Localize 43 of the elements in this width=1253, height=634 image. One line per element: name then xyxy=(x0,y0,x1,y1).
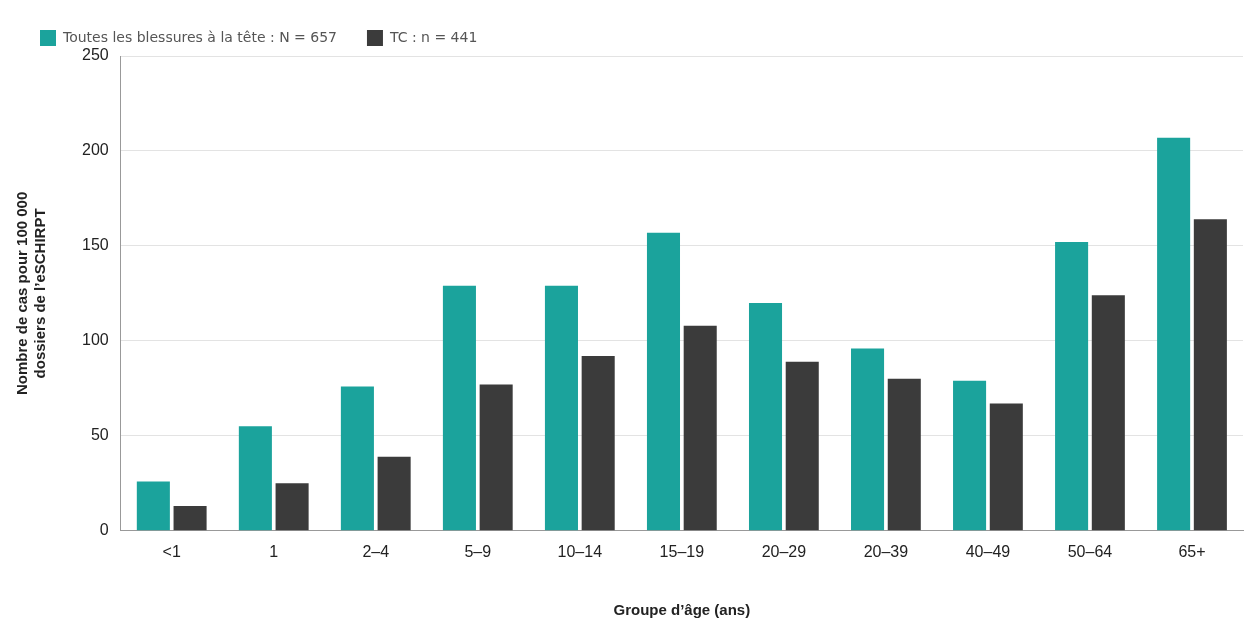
bar xyxy=(953,380,987,531)
bar xyxy=(683,325,717,531)
x-tick-label: 1 xyxy=(269,542,279,560)
bar xyxy=(785,361,819,531)
x-axis-title: Groupe d’âge (ans) xyxy=(613,601,751,619)
bar xyxy=(377,456,411,531)
bar xyxy=(851,348,885,531)
bar xyxy=(581,356,615,531)
bar xyxy=(646,232,681,531)
bar xyxy=(1055,242,1089,531)
x-tick-label: 2–4 xyxy=(362,542,390,560)
bar xyxy=(989,403,1023,531)
y-tick-label: 150 xyxy=(81,236,109,254)
bar xyxy=(748,302,783,531)
x-tick-label: 5–9 xyxy=(464,542,492,560)
legend-label: Toutes les blessures à la tête : N = 657 xyxy=(62,28,337,45)
x-tick-label: 15–19 xyxy=(659,542,705,560)
bar xyxy=(887,378,921,531)
legend-label: TC : n = 441 xyxy=(388,28,478,45)
x-tick-label: 50–64 xyxy=(1067,542,1113,560)
y-tick-label: 0 xyxy=(99,521,109,539)
x-tick-label: 10–14 xyxy=(557,542,603,560)
bar xyxy=(340,386,374,531)
x-tick-label: 65+ xyxy=(1178,542,1206,560)
y-tick-label: 250 xyxy=(81,46,109,64)
y-tick-label: 200 xyxy=(81,141,109,159)
bar xyxy=(1193,219,1227,531)
bar xyxy=(1157,137,1191,531)
x-tick-label: 20–29 xyxy=(761,542,807,560)
x-tick-label: 20–39 xyxy=(863,542,909,560)
y-tick-label: 50 xyxy=(90,426,109,444)
bar xyxy=(136,481,170,531)
x-tick-label: <1 xyxy=(162,542,181,560)
bar xyxy=(442,285,476,531)
y-axis-title: Nombre de cas pour 100 000 dossiers de l’eSCHIRPT xyxy=(13,191,49,396)
bar xyxy=(238,426,272,531)
y-tick-label: 100 xyxy=(81,331,109,349)
bar xyxy=(173,506,207,531)
bar xyxy=(1091,295,1125,531)
x-tick-label: 40–49 xyxy=(965,542,1011,560)
bar xyxy=(544,285,578,531)
bar xyxy=(479,384,513,531)
bar xyxy=(275,483,309,531)
